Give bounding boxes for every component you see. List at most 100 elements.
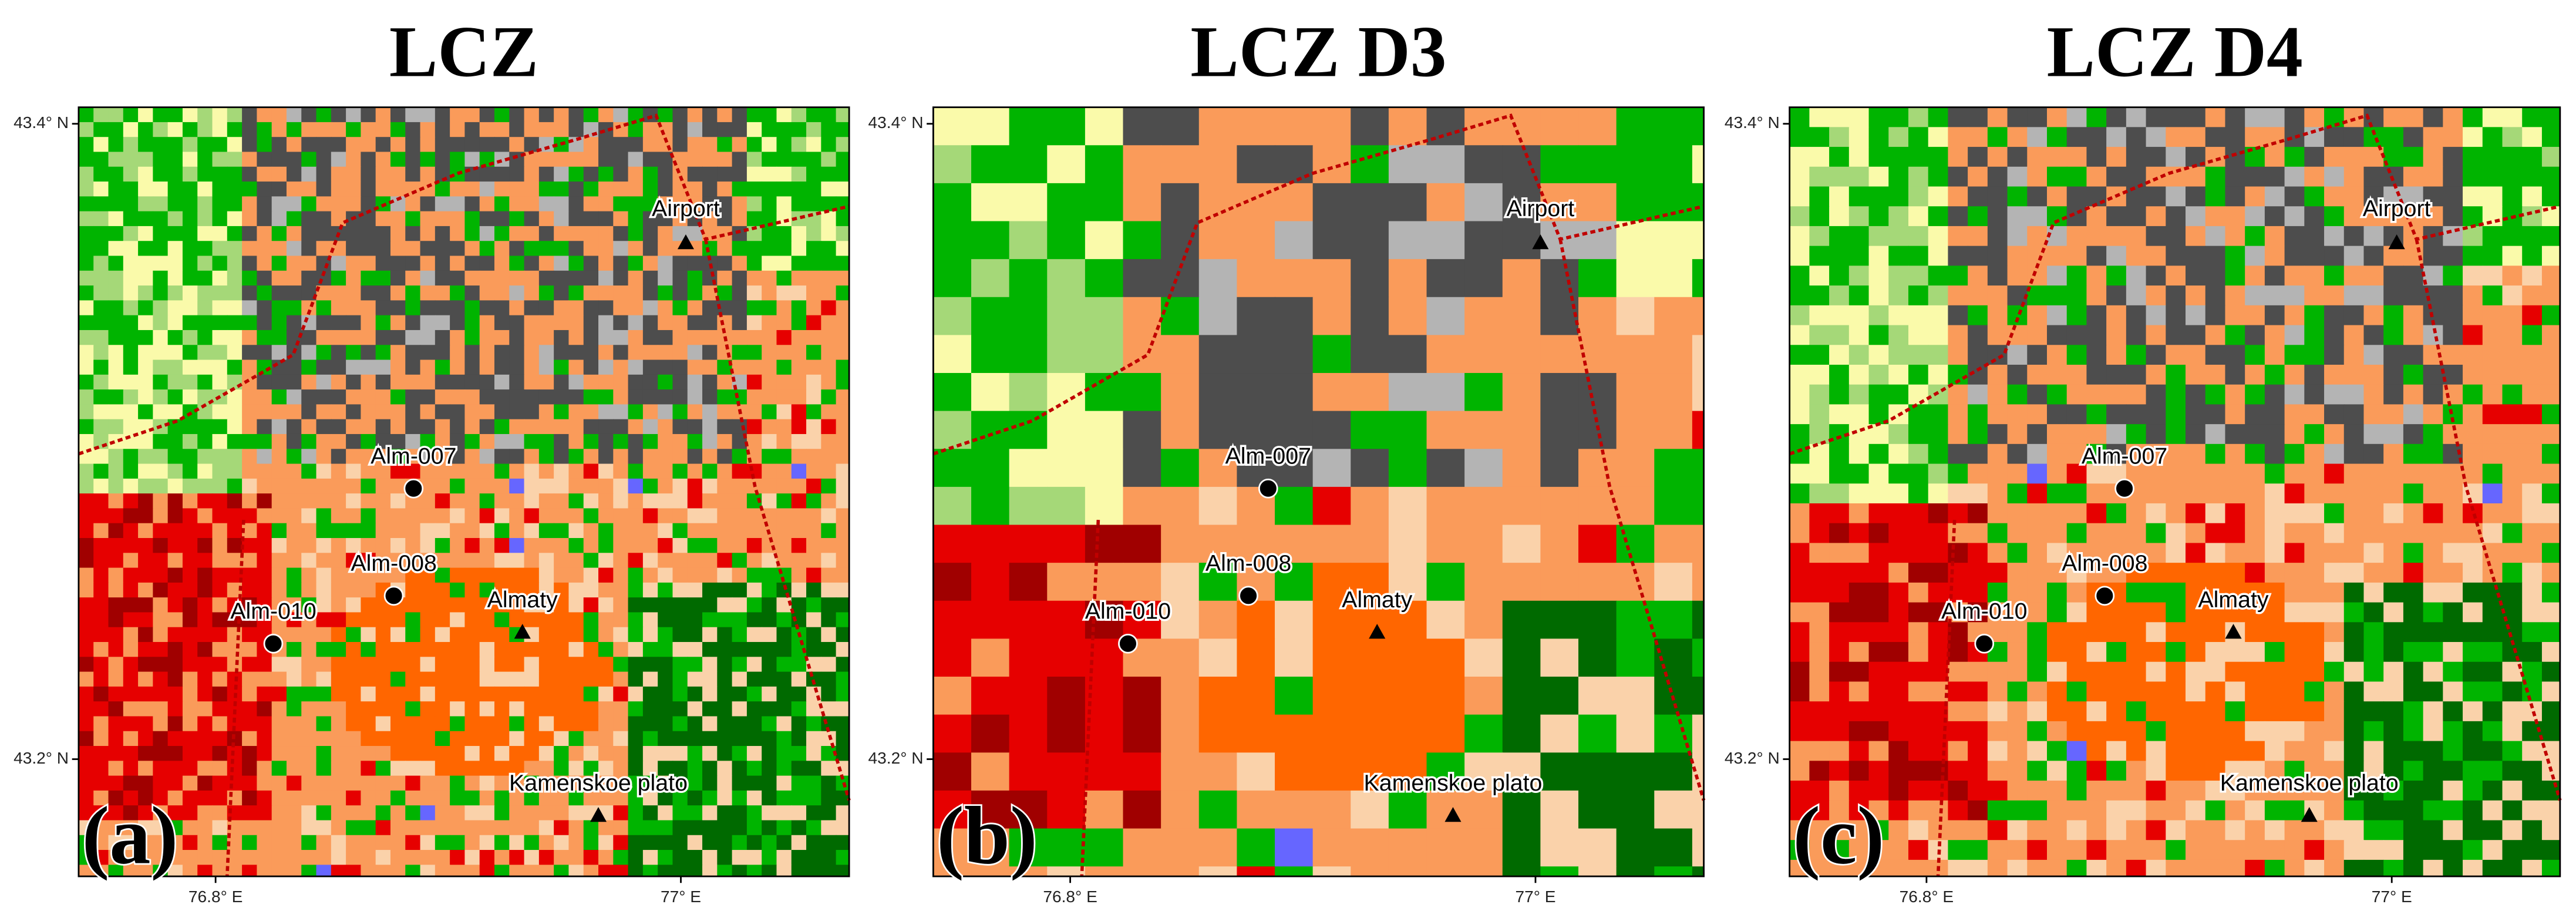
land-cell <box>732 716 747 732</box>
land-cell <box>93 582 109 598</box>
land-cell <box>776 850 792 866</box>
land-cell <box>435 374 450 390</box>
land-cell <box>479 374 495 390</box>
land-cell <box>1692 790 1705 829</box>
land-cell <box>568 419 584 435</box>
land-cell <box>2066 741 2087 762</box>
land-cell <box>1009 259 1048 298</box>
land-cell <box>346 761 362 776</box>
land-cell <box>538 508 554 524</box>
land-cell <box>2106 721 2127 742</box>
land-cell <box>2324 483 2345 504</box>
land-cell <box>1948 681 1968 702</box>
land-cell <box>1464 411 1503 450</box>
land-cell <box>2482 186 2503 207</box>
land-cell <box>524 612 540 628</box>
land-cell <box>1908 186 1929 207</box>
land-cell <box>2007 384 2028 405</box>
land-cell <box>346 805 362 821</box>
land-cell <box>806 122 822 138</box>
land-cell <box>672 627 688 643</box>
land-cell <box>613 374 629 390</box>
land-cell <box>2324 701 2345 722</box>
land-cell <box>762 716 777 732</box>
land-cell <box>1948 503 1968 524</box>
land-cell <box>2343 186 2365 207</box>
land-cell <box>108 537 124 554</box>
land-cell <box>405 746 421 762</box>
land-cell <box>746 537 763 554</box>
land-cell <box>2343 285 2365 306</box>
land-cell <box>2343 503 2365 524</box>
land-cell <box>806 389 822 405</box>
land-cell <box>301 226 317 242</box>
land-cell <box>2186 820 2206 841</box>
land-cell <box>583 404 599 420</box>
land-cell <box>2284 622 2305 643</box>
land-cell <box>2205 186 2226 207</box>
land-cell <box>806 642 822 658</box>
land-cell <box>2443 721 2463 742</box>
land-cell <box>836 820 850 836</box>
land-cell <box>1426 714 1465 754</box>
land-cell <box>93 345 109 361</box>
land-cell <box>123 463 139 479</box>
land-cell <box>494 686 510 702</box>
land-cell <box>286 463 302 479</box>
land-cell <box>405 790 421 806</box>
land-cell <box>791 270 807 286</box>
land-cell <box>776 359 792 375</box>
land-cell <box>628 300 644 316</box>
land-cell <box>375 731 391 747</box>
land-cell <box>836 865 850 877</box>
land-cell <box>702 582 718 598</box>
land-cell <box>2007 364 2028 385</box>
land-cell <box>538 270 554 286</box>
land-cell <box>2502 147 2523 167</box>
land-cell <box>93 642 109 658</box>
land-cell <box>2463 285 2483 306</box>
land-cell <box>1968 107 1988 128</box>
land-cell <box>2304 285 2325 306</box>
land-cell <box>2186 384 2206 405</box>
land-cell <box>806 330 822 346</box>
land-cell <box>2284 384 2305 405</box>
land-cell <box>2186 602 2206 623</box>
land-cell <box>1987 602 2008 623</box>
land-cell <box>1237 638 1275 677</box>
land-cell <box>1968 582 1988 603</box>
land-cell <box>2502 523 2523 544</box>
land-cell <box>494 389 510 405</box>
land-cell <box>1351 373 1389 412</box>
land-cell <box>613 152 629 167</box>
land-cell <box>242 256 258 271</box>
land-cell <box>628 122 644 138</box>
land-cell <box>2126 305 2147 326</box>
land-cell <box>583 567 599 583</box>
land-cell <box>672 790 688 806</box>
land-cell <box>242 790 258 806</box>
land-cell <box>1848 622 1870 643</box>
land-cell <box>776 181 792 197</box>
land-cell <box>464 285 480 301</box>
land-cell <box>271 746 287 762</box>
land-cell <box>806 612 822 628</box>
land-cell <box>1464 790 1503 829</box>
land-cell <box>2166 800 2186 821</box>
land-cell <box>598 716 614 732</box>
land-cell <box>2443 127 2463 147</box>
land-cell <box>524 330 540 346</box>
land-cell <box>420 642 436 658</box>
land-cell <box>1351 790 1389 829</box>
land-cell <box>598 345 614 361</box>
land-cell <box>836 567 850 583</box>
land-cell <box>687 582 703 598</box>
land-cell <box>2343 721 2365 742</box>
land-cell <box>2363 859 2385 877</box>
land-cell <box>1464 297 1503 336</box>
land-cell <box>1047 525 1086 563</box>
land-cell <box>1009 411 1048 450</box>
land-cell <box>836 137 850 153</box>
land-cell <box>167 463 183 479</box>
land-cell <box>762 597 777 613</box>
